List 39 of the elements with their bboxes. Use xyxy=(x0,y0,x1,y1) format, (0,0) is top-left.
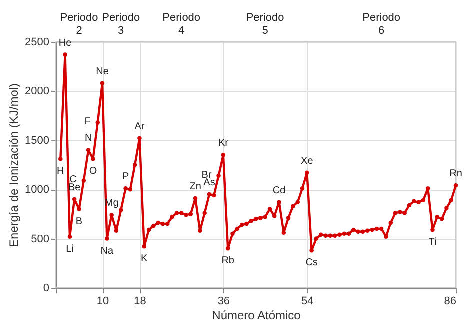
annotation: As xyxy=(204,178,216,189)
text: Periodo 5 xyxy=(246,12,284,37)
y-tick-label: 1000 xyxy=(25,184,50,196)
x-tick-label: 86 xyxy=(444,296,456,308)
x-tick-label: 36 xyxy=(218,296,230,308)
annotation: B xyxy=(76,216,83,228)
annotation: K xyxy=(141,254,148,265)
annotation: N xyxy=(84,133,92,144)
annotation: Ne xyxy=(96,66,110,78)
annotation: Cs xyxy=(306,258,318,269)
text: Periodo 2 xyxy=(60,12,98,37)
annotation: F xyxy=(84,116,91,128)
x-tick-label: 18 xyxy=(134,296,146,308)
y-tick-label: 500 xyxy=(31,233,50,246)
text: Periodo 4 xyxy=(162,12,201,37)
annotation: Ar xyxy=(134,121,146,132)
x-tick-label: 10 xyxy=(96,296,110,308)
annotation: Ti xyxy=(428,236,437,248)
annotation: Na xyxy=(100,246,114,257)
x-tick-label: 54 xyxy=(302,296,314,308)
y-tick-label: 0 xyxy=(43,282,50,294)
annotation: P xyxy=(122,172,130,183)
annotation: Xe xyxy=(301,156,314,167)
y-tick-label: 2000 xyxy=(25,86,50,98)
annotation: H xyxy=(57,166,64,178)
y-tick-label: 1500 xyxy=(25,134,50,147)
y-tick-label: 2500 xyxy=(25,36,50,48)
y-axis-title: Energía de Ionización (KJ/mol) xyxy=(7,83,22,248)
annotation: Zn xyxy=(190,181,202,192)
annotation: He xyxy=(58,38,72,49)
annotation: O xyxy=(89,166,98,178)
annotation: Rb xyxy=(222,256,235,267)
annotation: Cd xyxy=(272,185,286,196)
annotation: Kr xyxy=(218,138,230,150)
text: Periodo 3 xyxy=(102,12,140,37)
text: Periodo 6 xyxy=(362,12,401,37)
annotation: Li xyxy=(66,244,74,255)
x-axis-title: Número Atómico xyxy=(212,308,302,322)
annotation: Rn xyxy=(450,168,462,180)
